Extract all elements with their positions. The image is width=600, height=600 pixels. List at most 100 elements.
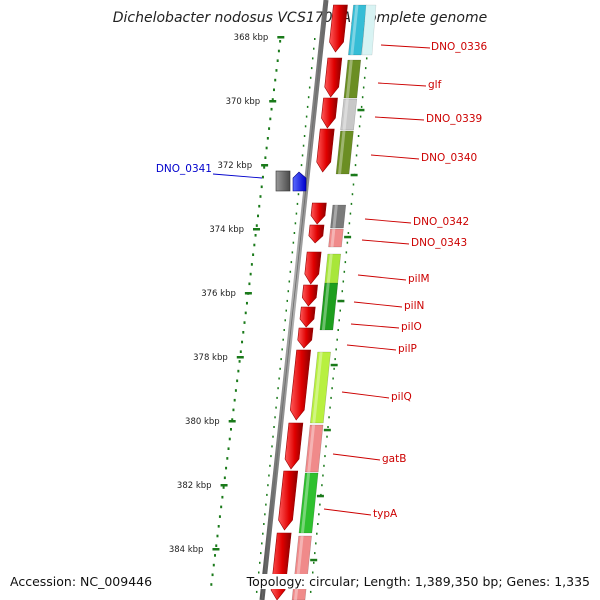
track-dot — [309, 590, 312, 593]
ruler-major-tick — [261, 164, 269, 167]
track-dot — [361, 96, 364, 99]
gene-label: typA — [373, 508, 398, 520]
track-dot — [357, 135, 360, 137]
track-dot — [337, 329, 339, 331]
gene-label-leader — [212, 173, 263, 179]
cog-highlight — [350, 5, 359, 55]
gene-label-leader — [323, 508, 372, 516]
track-major-tick — [316, 494, 324, 498]
track-dot — [356, 144, 359, 147]
track-dot — [305, 115, 308, 118]
track-dot — [285, 309, 287, 312]
track-dot — [329, 406, 331, 409]
track-dot — [269, 464, 271, 467]
gene-label-leader — [377, 82, 427, 87]
cog-category-box — [319, 282, 339, 331]
track-major-tick — [330, 363, 338, 367]
cog-highlight — [330, 229, 336, 247]
gene-label-leader — [361, 239, 410, 245]
ruler-major-tick — [236, 356, 244, 359]
track-dot — [262, 532, 264, 535]
ruler-dot — [259, 195, 262, 198]
ruler-dot — [211, 573, 214, 577]
track-dot — [306, 105, 309, 108]
track-dot — [352, 183, 355, 186]
track-dot — [265, 503, 267, 506]
forward-gene-arrow — [321, 97, 338, 129]
track-dot — [267, 484, 269, 487]
gene-label-leader — [357, 274, 407, 281]
ruler-dot — [232, 408, 235, 412]
ruler-dot — [270, 107, 273, 111]
ruler-dot — [221, 495, 224, 499]
ruler-major-tick — [212, 548, 220, 551]
track-dot — [289, 270, 292, 273]
track-dot — [296, 202, 299, 205]
gene-label: pilO — [401, 321, 422, 333]
gene-label-leader — [374, 116, 425, 121]
scale-label: 382 kbp — [177, 481, 212, 491]
ruler-dot — [237, 369, 240, 373]
cog-category-box — [361, 4, 377, 56]
ruler-dot — [258, 204, 261, 208]
track-major-tick — [323, 428, 331, 432]
ruler-dot — [248, 282, 251, 286]
track-dot — [308, 86, 311, 89]
track-major-tick — [310, 558, 318, 562]
cog-highlight — [321, 283, 330, 330]
reverse-gene-cog-box — [275, 170, 291, 192]
track-dot — [315, 542, 317, 545]
ruler-dot — [229, 428, 232, 431]
ruler-dot — [268, 127, 271, 130]
track-dot — [313, 561, 315, 564]
forward-gene-arrow — [278, 470, 299, 531]
gene-label: gatB — [382, 453, 406, 465]
ruler-dot — [260, 185, 263, 189]
track-dot — [270, 455, 272, 458]
track-dot — [271, 445, 273, 448]
cog-category-box — [310, 351, 331, 424]
track-dot — [334, 358, 336, 361]
gene-label-leader — [353, 301, 403, 308]
gene-label-leader — [346, 344, 397, 351]
ruler-dot — [274, 78, 277, 82]
track-dot — [336, 338, 338, 341]
track-dot — [261, 542, 263, 545]
ruler-dot — [241, 340, 244, 344]
track-dot — [282, 338, 284, 341]
scale-label: 384 kbp — [169, 545, 204, 555]
ruler-dot — [231, 418, 234, 421]
track-dot — [311, 571, 314, 574]
track-dot — [273, 426, 275, 428]
ruler-dot — [264, 156, 267, 159]
track-dot — [323, 464, 325, 467]
track-dot — [351, 193, 354, 196]
forward-gene-arrow — [308, 224, 325, 244]
forward-gene-arrow — [310, 202, 327, 225]
track-dot — [327, 426, 329, 428]
cog-highlight — [338, 131, 346, 174]
track-dot — [283, 329, 285, 331]
track-dot — [266, 493, 268, 496]
scale-label: 370 kbp — [226, 97, 261, 107]
gene-label: pilQ — [391, 391, 412, 403]
track-dot — [263, 523, 265, 525]
cog-category-box — [340, 98, 358, 131]
gene-label-leader — [341, 391, 390, 399]
gene-label: pilM — [408, 273, 430, 285]
track-dot — [260, 552, 262, 555]
scale-label: 378 kbp — [193, 353, 228, 363]
cog-highlight — [345, 60, 353, 98]
ruler-dot — [277, 49, 280, 53]
ruler-dot — [243, 321, 246, 324]
ruler-dot — [272, 88, 275, 92]
track-dot — [324, 455, 326, 458]
genome-backbone-core — [261, 0, 327, 600]
ruler-dot — [275, 69, 278, 72]
track-dot — [330, 396, 332, 399]
ruler-dot — [279, 40, 282, 43]
track-dot — [331, 387, 333, 390]
ruler-dot — [266, 137, 269, 140]
cog-category-box — [298, 472, 319, 534]
ruler-dot — [223, 476, 226, 480]
